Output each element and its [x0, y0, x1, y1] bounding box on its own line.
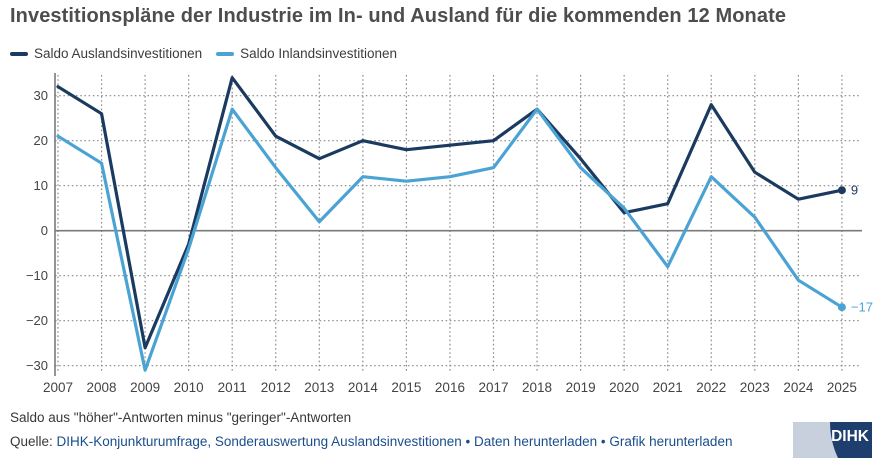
x-tick-label: 2011: [218, 380, 247, 395]
inland-line: [56, 107, 844, 372]
y-tick-label: 0: [41, 223, 48, 238]
x-tick-label: 2013: [304, 380, 334, 395]
y-tick-label: 30: [34, 88, 48, 103]
x-tick-label: 2015: [391, 380, 421, 395]
legend-label-ausland: Saldo Auslandsinvestitionen: [34, 46, 203, 61]
download-data-link[interactable]: Daten herunterladen: [474, 434, 598, 449]
source-prefix: Quelle:: [10, 434, 57, 449]
x-tick-label: 2024: [783, 380, 814, 395]
x-tick-label: 2025: [827, 380, 857, 395]
x-tick-label: 2010: [174, 380, 204, 395]
legend: Saldo Auslandsinvestitionen Saldo Inland…: [10, 46, 397, 61]
y-tick-label: 20: [34, 133, 48, 148]
ausland-legend-dash-icon: [10, 51, 28, 56]
ausland-end-dot-icon: [837, 186, 846, 195]
dihk-logo-navy-panel: [830, 422, 872, 458]
x-tick-label: 2008: [87, 380, 117, 395]
dihk-logo: DIHK: [793, 422, 872, 458]
y-tick-label: −30: [26, 358, 48, 373]
inland-end-dot-icon: [837, 303, 846, 312]
dihk-logo-text: DIHK: [831, 428, 870, 445]
x-tick-label: 2014: [348, 380, 379, 395]
x-tick-label: 2009: [130, 380, 160, 395]
x-tick-label: 2019: [566, 380, 596, 395]
x-tick-label: 2018: [522, 380, 552, 395]
x-tick-label: 2021: [653, 380, 683, 395]
footer-note: Saldo aus "höher"-Antworten minus "gerin…: [10, 410, 352, 425]
separator-dot: •: [600, 434, 606, 449]
separator-dot: •: [465, 434, 471, 449]
legend-item-ausland: Saldo Auslandsinvestitionen: [10, 46, 202, 61]
page-title: Investitionspläne der Industrie im In- u…: [10, 5, 787, 27]
x-tick-label: 2016: [435, 380, 465, 395]
y-tick-label: 10: [34, 178, 48, 193]
ausland-end-label: 9: [851, 183, 858, 198]
download-image-link[interactable]: Grafik herunterladen: [609, 434, 733, 449]
legend-label-inland: Saldo Inlandsinvestitionen: [240, 46, 397, 61]
x-tick-label: 2023: [740, 380, 770, 395]
x-tick-label: 2017: [478, 380, 508, 395]
legend-item-inland: Saldo Inlandsinvestitionen: [216, 46, 397, 61]
x-tick-label: 2020: [609, 380, 639, 395]
x-tick-label: 2007: [43, 380, 73, 395]
y-tick-label: −20: [26, 313, 48, 328]
x-tick-label: 2012: [261, 380, 291, 395]
x-tick-label: 2022: [696, 380, 726, 395]
source-link[interactable]: DIHK-Konjunkturumfrage, Sonderauswertung…: [56, 434, 462, 449]
inland-legend-dash-icon: [216, 51, 235, 56]
footer-source: Quelle: DIHK-Konjunkturumfrage, Sonderau…: [10, 434, 732, 449]
inland-end-label: −17: [851, 300, 873, 315]
y-tick-label: −10: [26, 268, 48, 283]
